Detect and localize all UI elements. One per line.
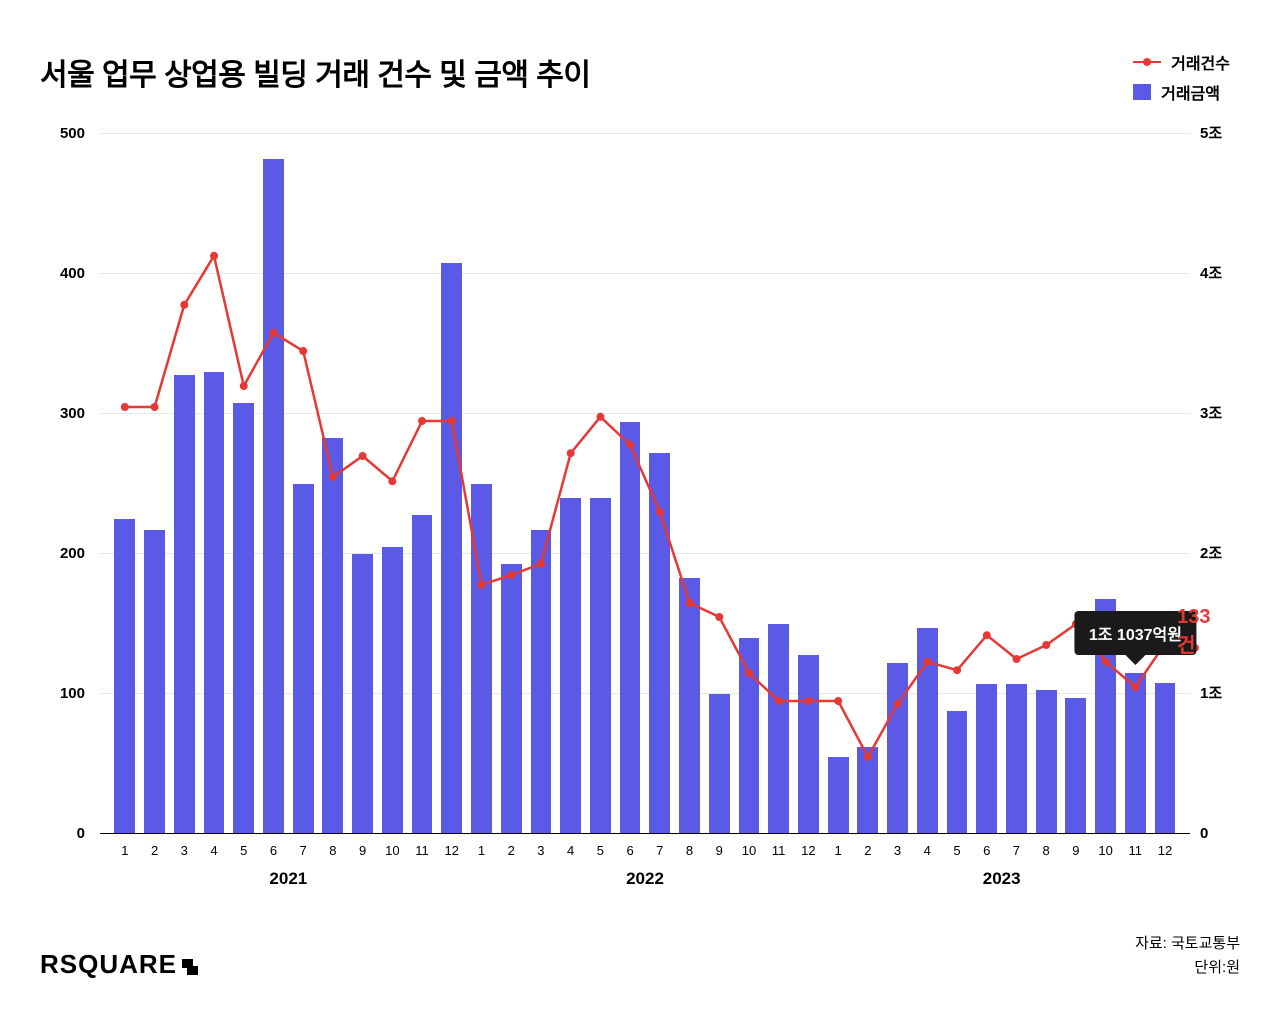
x-month-label: 11	[407, 839, 437, 858]
x-month-label: 1	[823, 839, 853, 858]
x-month-label: 1	[467, 839, 497, 858]
unit-label: 단위:원	[1135, 956, 1240, 980]
x-month-label: 3	[883, 839, 913, 858]
line-marker	[240, 382, 248, 390]
legend: 거래건수 거래금액	[1133, 50, 1230, 104]
x-month-label: 7	[288, 839, 318, 858]
line-marker	[299, 347, 307, 355]
x-month-label: 6	[615, 839, 645, 858]
line-marker	[626, 441, 634, 449]
line-marker	[894, 700, 902, 708]
footer: RSQUARE 자료: 국토교통부 단위:원	[40, 932, 1240, 980]
logo-icon	[179, 954, 201, 976]
chart-header: 서울 업무 상업용 빌딩 거래 건수 및 금액 추이 거래건수 거래금액	[40, 50, 1240, 104]
x-month-label: 6	[972, 839, 1002, 858]
x-year-label: 2021	[110, 869, 467, 889]
x-month-label: 4	[556, 839, 586, 858]
x-month-label: 2	[853, 839, 883, 858]
x-month-label: 5	[942, 839, 972, 858]
y-axis-left: 0100200300400500	[45, 134, 85, 834]
line-marker	[1013, 655, 1021, 663]
source-label: 자료: 국토교통부	[1135, 932, 1240, 956]
line-layer	[100, 134, 1190, 834]
line-marker	[1102, 658, 1110, 666]
x-month-label: 7	[1002, 839, 1032, 858]
chart-area: 0100200300400500 01조2조3조4조5조 1조 1037억원13…	[50, 134, 1230, 854]
chart-title: 서울 업무 상업용 빌딩 거래 건수 및 금액 추이	[40, 50, 590, 94]
line-marker	[804, 697, 812, 705]
x-month-label: 6	[259, 839, 289, 858]
line-marker	[656, 508, 664, 516]
line-marker	[269, 329, 277, 337]
x-month-label: 8	[1031, 839, 1061, 858]
x-month-label: 12	[437, 839, 467, 858]
line-marker	[210, 252, 218, 260]
legend-line-label: 거래건수	[1171, 50, 1230, 74]
legend-line-marker	[1133, 61, 1161, 63]
line-marker	[567, 449, 575, 457]
x-month-label: 9	[1061, 839, 1091, 858]
line-marker	[923, 658, 931, 666]
x-month-label: 8	[318, 839, 348, 858]
source-block: 자료: 국토교통부 단위:원	[1135, 932, 1240, 980]
x-month-label: 4	[199, 839, 229, 858]
x-month-label: 11	[764, 839, 794, 858]
x-month-label: 2	[496, 839, 526, 858]
line-marker	[745, 669, 753, 677]
x-month-label: 8	[675, 839, 705, 858]
y-axis-right: 01조2조3조4조5조	[1200, 134, 1240, 834]
x-month-label: 9	[704, 839, 734, 858]
line-marker	[834, 697, 842, 705]
year-labels: 202120222023	[100, 869, 1190, 889]
line-marker	[151, 403, 159, 411]
legend-item-bar: 거래금액	[1133, 80, 1230, 104]
legend-item-line: 거래건수	[1133, 50, 1230, 74]
x-month-label: 5	[586, 839, 616, 858]
line-marker	[359, 452, 367, 460]
line-callout: 133건	[1177, 606, 1210, 658]
x-month-label: 3	[526, 839, 556, 858]
x-month-label: 12	[1150, 839, 1180, 858]
brand-logo: RSQUARE	[40, 949, 201, 980]
x-month-label: 12	[794, 839, 824, 858]
line-marker	[121, 403, 129, 411]
x-month-label: 1	[110, 839, 140, 858]
x-month-label: 7	[645, 839, 675, 858]
line-marker	[180, 301, 188, 309]
line-marker	[478, 581, 486, 589]
x-month-label: 3	[169, 839, 199, 858]
plot-area: 1조 1037억원133건	[100, 134, 1190, 834]
logo-text: RSQUARE	[40, 949, 177, 980]
x-month-label: 5	[229, 839, 259, 858]
legend-bar-label: 거래금액	[1161, 80, 1220, 104]
legend-bar-marker	[1133, 84, 1151, 100]
x-month-label: 10	[734, 839, 764, 858]
x-axis-labels: 1234567891011121234567891011121234567891…	[100, 839, 1190, 858]
x-month-label: 2	[140, 839, 170, 858]
x-year-label: 2023	[823, 869, 1180, 889]
line-marker	[388, 477, 396, 485]
x-month-label: 10	[1091, 839, 1121, 858]
line-marker	[775, 697, 783, 705]
line-marker	[864, 753, 872, 761]
line-marker	[329, 473, 337, 481]
line-marker	[448, 417, 456, 425]
line-marker	[1131, 683, 1139, 691]
x-year-label: 2022	[467, 869, 824, 889]
line-marker	[953, 666, 961, 674]
line-marker	[596, 413, 604, 421]
x-month-label: 10	[377, 839, 407, 858]
x-axis-baseline	[100, 833, 1190, 834]
x-month-label: 11	[1120, 839, 1150, 858]
line-marker	[983, 631, 991, 639]
line-marker	[686, 599, 694, 607]
line-marker	[1042, 641, 1050, 649]
line-marker	[507, 571, 515, 579]
x-month-label: 4	[912, 839, 942, 858]
line-marker	[418, 417, 426, 425]
line-marker	[537, 560, 545, 568]
x-month-label: 9	[348, 839, 378, 858]
line-marker	[715, 613, 723, 621]
trend-line	[125, 256, 1195, 757]
